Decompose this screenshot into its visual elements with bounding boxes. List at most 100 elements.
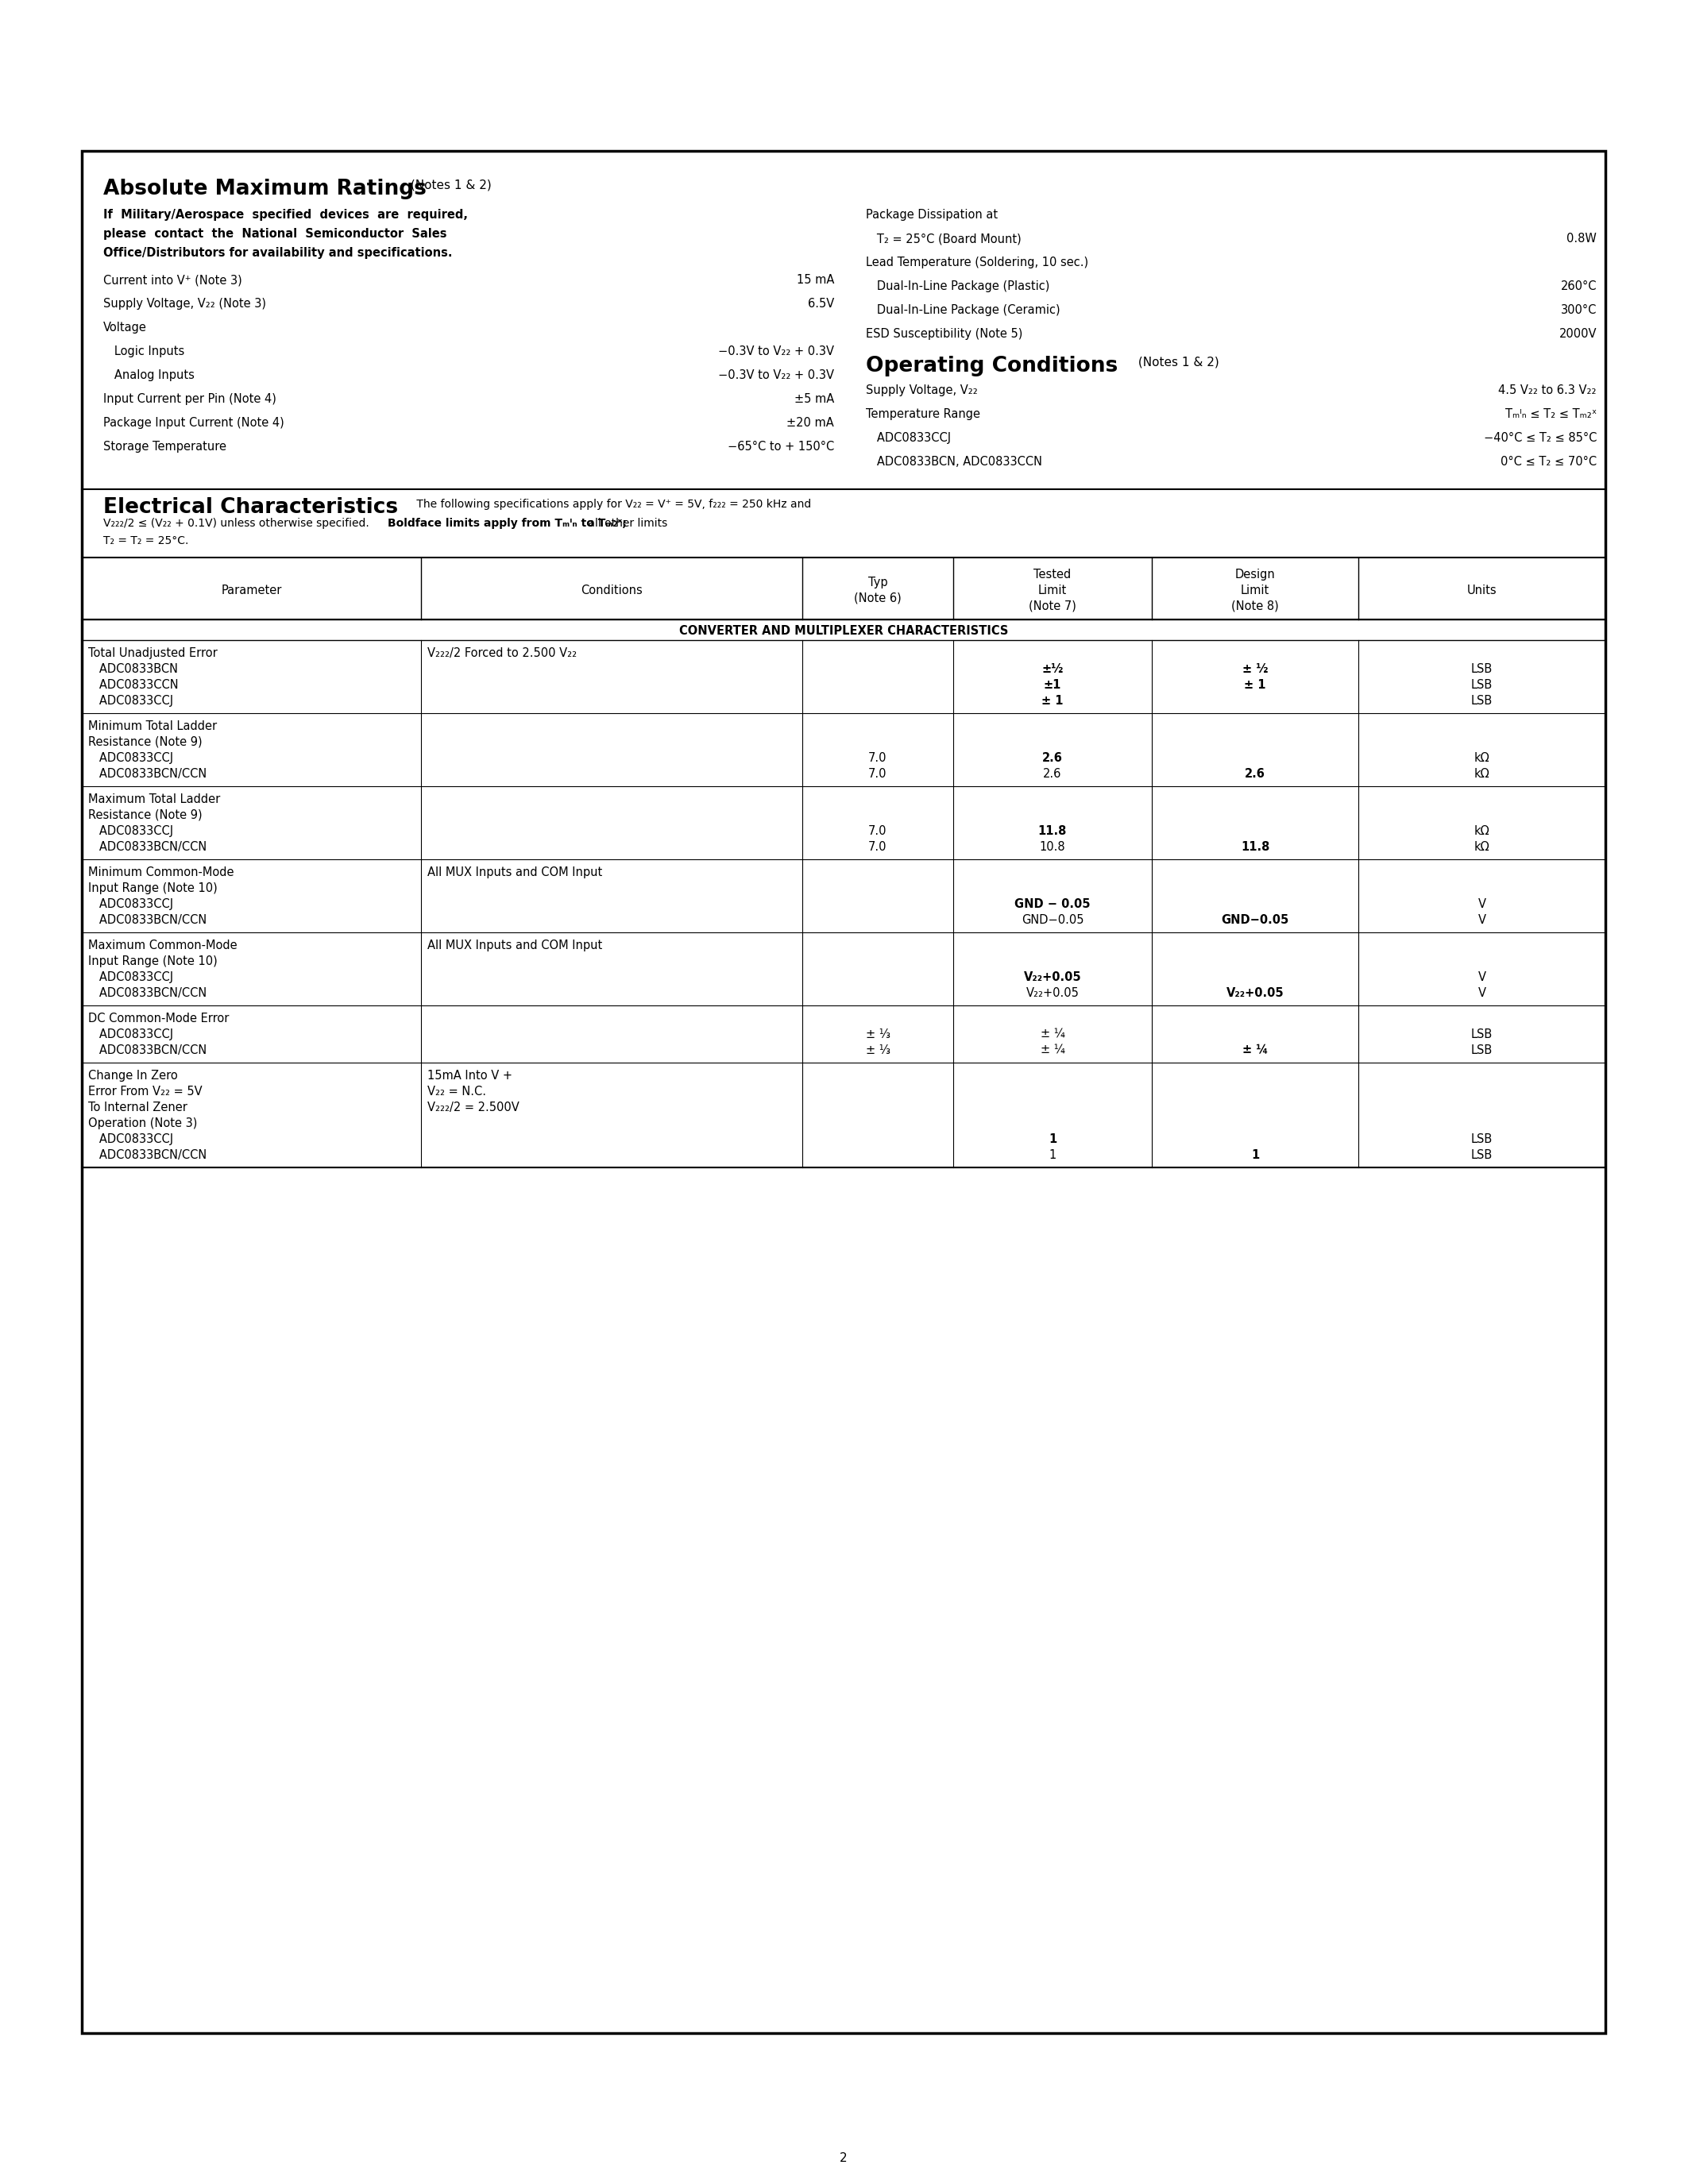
Text: ADC0833BCN/CCN: ADC0833BCN/CCN (88, 987, 206, 998)
Text: Parameter: Parameter (221, 583, 282, 596)
Text: T₂ = 25°C (Board Mount): T₂ = 25°C (Board Mount) (866, 234, 1021, 245)
Text: ± 1: ± 1 (1244, 679, 1266, 690)
Text: please  contact  the  National  Semiconductor  Sales: please contact the National Semiconducto… (103, 227, 447, 240)
Text: 1: 1 (1048, 1133, 1057, 1144)
Text: Current into V⁺ (Note 3): Current into V⁺ (Note 3) (103, 273, 241, 286)
Text: Supply Voltage, V₂₂ (Note 3): Supply Voltage, V₂₂ (Note 3) (103, 297, 267, 310)
Text: ADC0833BCN/CCN: ADC0833BCN/CCN (88, 767, 206, 780)
Text: GND−0.05: GND−0.05 (1220, 913, 1290, 926)
Text: ± 1: ± 1 (1041, 695, 1063, 705)
Text: Minimum Total Ladder: Minimum Total Ladder (88, 721, 218, 732)
Text: 2.6: 2.6 (1244, 767, 1266, 780)
Text: kΩ: kΩ (1474, 841, 1491, 852)
Text: Conditions: Conditions (581, 583, 643, 596)
Bar (81, 151, 1605, 2033)
Text: Operating Conditions: Operating Conditions (866, 356, 1117, 376)
Text: V: V (1479, 898, 1485, 911)
Text: 260°C: 260°C (1560, 280, 1597, 293)
Text: −65°C to + 150°C: −65°C to + 150°C (728, 441, 834, 452)
Text: V₂₂₂/2 = 2.500V: V₂₂₂/2 = 2.500V (427, 1101, 520, 1114)
Text: (Notes 1 & 2): (Notes 1 & 2) (407, 179, 491, 190)
Text: (Notes 1 & 2): (Notes 1 & 2) (1134, 356, 1219, 367)
Text: Boldface limits apply from Tₘᴵₙ to Tₘ₂ˣ;: Boldface limits apply from Tₘᴵₙ to Tₘ₂ˣ; (388, 518, 626, 529)
Text: GND − 0.05: GND − 0.05 (1014, 898, 1090, 911)
Text: V₂₂ = N.C.: V₂₂ = N.C. (427, 1085, 486, 1096)
Text: Dual-In-Line Package (Plastic): Dual-In-Line Package (Plastic) (866, 280, 1050, 293)
Text: V₂₂+0.05: V₂₂+0.05 (1225, 987, 1285, 998)
Text: Resistance (Note 9): Resistance (Note 9) (88, 736, 203, 747)
Text: Resistance (Note 9): Resistance (Note 9) (88, 808, 203, 821)
Text: All MUX Inputs and COM Input: All MUX Inputs and COM Input (427, 939, 603, 950)
Text: ± ¼: ± ¼ (1040, 1044, 1065, 1055)
Text: ± ⅓: ± ⅓ (866, 1044, 890, 1055)
Text: kΩ: kΩ (1474, 767, 1491, 780)
Text: ADC0833BCN/CCN: ADC0833BCN/CCN (88, 841, 206, 852)
Text: all other limits: all other limits (584, 518, 667, 529)
Text: ADC0833BCN/CCN: ADC0833BCN/CCN (88, 1149, 206, 1160)
Text: GND−0.05: GND−0.05 (1021, 913, 1084, 926)
Text: Input Range (Note 10): Input Range (Note 10) (88, 954, 218, 968)
Text: ADC0833CCJ: ADC0833CCJ (88, 1133, 174, 1144)
Text: ±20 mA: ±20 mA (787, 417, 834, 428)
Text: kΩ: kΩ (1474, 826, 1491, 836)
Text: V₂₂+0.05: V₂₂+0.05 (1026, 987, 1079, 998)
Text: ADC0833BCN/CCN: ADC0833BCN/CCN (88, 913, 206, 926)
Text: Dual-In-Line Package (Ceramic): Dual-In-Line Package (Ceramic) (866, 304, 1060, 317)
Text: LSB: LSB (1470, 695, 1492, 705)
Text: LSB: LSB (1470, 1044, 1492, 1055)
Text: Operation (Note 3): Operation (Note 3) (88, 1116, 197, 1129)
Text: ADC0833BCN, ADC0833CCN: ADC0833BCN, ADC0833CCN (866, 456, 1041, 467)
Text: Tₘᴵₙ ≤ T₂ ≤ Tₘ₂ˣ: Tₘᴵₙ ≤ T₂ ≤ Tₘ₂ˣ (1506, 408, 1597, 419)
Text: Temperature Range: Temperature Range (866, 408, 981, 419)
Text: ESD Susceptibility (Note 5): ESD Susceptibility (Note 5) (866, 328, 1023, 341)
Text: Logic Inputs: Logic Inputs (103, 345, 184, 358)
Text: ADC0833BCN: ADC0833BCN (88, 662, 177, 675)
Text: kΩ: kΩ (1474, 751, 1491, 764)
Text: ADC0833CCJ: ADC0833CCJ (88, 826, 174, 836)
Text: All MUX Inputs and COM Input: All MUX Inputs and COM Input (427, 867, 603, 878)
Text: T₂ = T₂ = 25°C.: T₂ = T₂ = 25°C. (103, 535, 189, 546)
Text: ±½: ±½ (1041, 662, 1063, 675)
Text: Maximum Total Ladder: Maximum Total Ladder (88, 793, 219, 806)
Text: 11.8: 11.8 (1241, 841, 1269, 852)
Text: 10.8: 10.8 (1040, 841, 1065, 852)
Text: V₂₂₂/2 ≤ (V₂₂ + 0.1V) unless otherwise specified.: V₂₂₂/2 ≤ (V₂₂ + 0.1V) unless otherwise s… (103, 518, 373, 529)
Text: V₂₂₂/2 Forced to 2.500 V₂₂: V₂₂₂/2 Forced to 2.500 V₂₂ (427, 646, 577, 660)
Text: 2.6: 2.6 (1043, 767, 1062, 780)
Text: 2000V: 2000V (1560, 328, 1597, 341)
Text: Electrical Characteristics: Electrical Characteristics (103, 498, 398, 518)
Text: 0°C ≤ T₂ ≤ 70°C: 0°C ≤ T₂ ≤ 70°C (1501, 456, 1597, 467)
Text: Units: Units (1467, 583, 1497, 596)
Text: 4.5 V₂₂ to 6.3 V₂₂: 4.5 V₂₂ to 6.3 V₂₂ (1499, 384, 1597, 395)
Text: ADC0833CCJ: ADC0833CCJ (88, 972, 174, 983)
Text: Typ
(Note 6): Typ (Note 6) (854, 577, 901, 605)
Text: Input Current per Pin (Note 4): Input Current per Pin (Note 4) (103, 393, 277, 404)
Text: 0.8W: 0.8W (1566, 234, 1597, 245)
Text: 7.0: 7.0 (868, 751, 888, 764)
Text: 11.8: 11.8 (1038, 826, 1067, 836)
Text: V: V (1479, 913, 1485, 926)
Text: Office/Distributors for availability and specifications.: Office/Distributors for availability and… (103, 247, 452, 260)
Text: ± ⅓: ± ⅓ (866, 1029, 890, 1040)
Text: ± ¼: ± ¼ (1040, 1029, 1065, 1040)
Text: LSB: LSB (1470, 679, 1492, 690)
Text: 2: 2 (841, 2151, 847, 2164)
Text: −0.3V to V₂₂ + 0.3V: −0.3V to V₂₂ + 0.3V (717, 369, 834, 382)
Text: 7.0: 7.0 (868, 767, 888, 780)
Text: 1: 1 (1048, 1149, 1057, 1160)
Text: ±1: ±1 (1043, 679, 1062, 690)
Text: Absolute Maximum Ratings: Absolute Maximum Ratings (103, 179, 427, 199)
Text: 7.0: 7.0 (868, 826, 888, 836)
Text: CONVERTER AND MULTIPLEXER CHARACTERISTICS: CONVERTER AND MULTIPLEXER CHARACTERISTIC… (679, 625, 1008, 636)
Text: LSB: LSB (1470, 1133, 1492, 1144)
Text: DC Common-Mode Error: DC Common-Mode Error (88, 1011, 230, 1024)
Text: ADC0833CCJ: ADC0833CCJ (866, 432, 950, 443)
Text: V: V (1479, 987, 1485, 998)
Text: ADC0833CCJ: ADC0833CCJ (88, 695, 174, 705)
Text: ADC0833CCJ: ADC0833CCJ (88, 898, 174, 911)
Text: Design
Limit
(Note 8): Design Limit (Note 8) (1231, 568, 1280, 612)
Text: 2.6: 2.6 (1041, 751, 1063, 764)
Text: ADC0833CCN: ADC0833CCN (88, 679, 179, 690)
Text: 15mA Into V +: 15mA Into V + (427, 1070, 513, 1081)
Text: Package Input Current (Note 4): Package Input Current (Note 4) (103, 417, 284, 428)
